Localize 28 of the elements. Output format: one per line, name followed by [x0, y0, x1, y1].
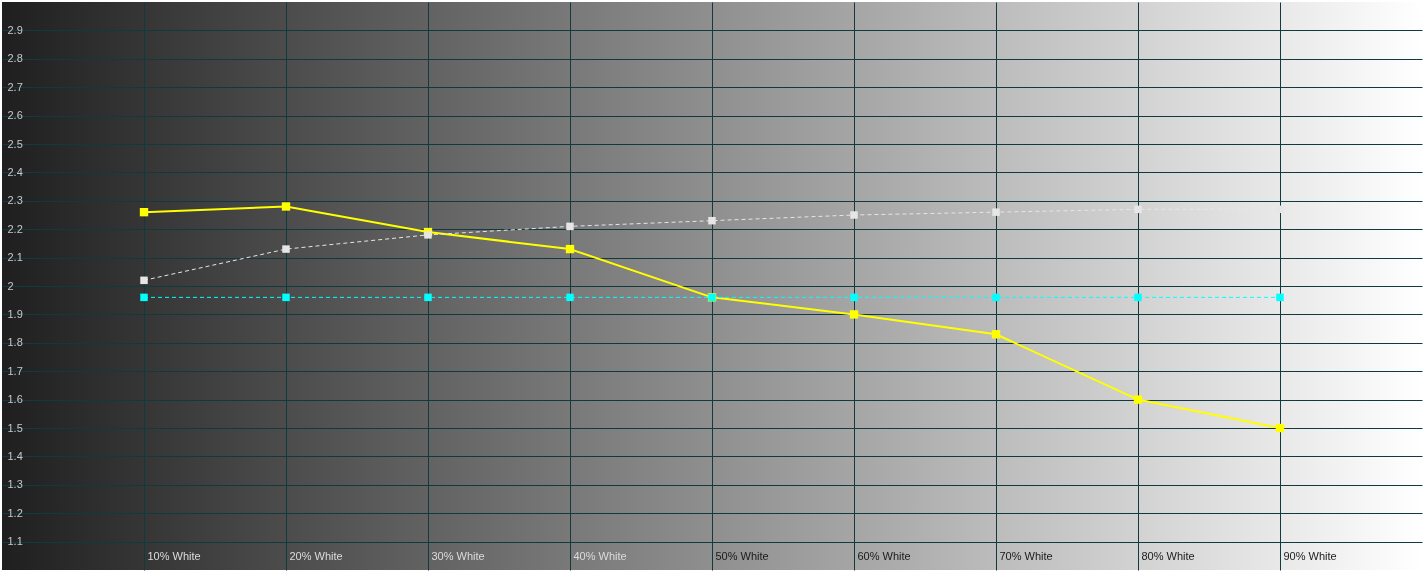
- y-tick-label: 2.3: [7, 194, 23, 207]
- y-tick-label: 1.8: [7, 336, 23, 349]
- x-tick-label: 30% White: [431, 549, 485, 562]
- x-tick-label: 90% White: [1283, 549, 1337, 562]
- x-tick-label: 20% White: [289, 549, 343, 562]
- x-tick-label: 40% White: [573, 549, 627, 562]
- y-tick-label: 1.3: [7, 478, 23, 491]
- y-tick-label: 2.6: [7, 109, 23, 122]
- x-tick-label: 60% White: [857, 549, 911, 562]
- x-tick-label: 80% White: [1141, 549, 1195, 562]
- y-tick-label: 1.7: [7, 364, 23, 377]
- x-tick-label: 50% White: [715, 549, 769, 562]
- y-tick-label: 2.7: [7, 80, 23, 93]
- y-tick-label: 2.1: [7, 251, 23, 264]
- y-tick-label: 2.4: [7, 165, 23, 178]
- y-tick-label: 1.9: [7, 307, 23, 320]
- y-tick-label: 2.5: [7, 137, 23, 150]
- y-tick-label: 2: [7, 279, 14, 292]
- y-tick-label: 2.9: [7, 23, 23, 36]
- y-tick-label: 1.6: [7, 393, 23, 406]
- x-tick-label: 10% White: [147, 549, 201, 562]
- y-tick-label: 2.8: [7, 52, 23, 65]
- y-tick-label: 2.2: [7, 222, 23, 235]
- y-tick-label: 1.5: [7, 421, 23, 434]
- y-tick-label: 1.2: [7, 506, 23, 519]
- y-tick-label: 1.1: [7, 535, 23, 548]
- y-tick-label: 1.4: [7, 449, 23, 462]
- x-tick-label: 70% White: [999, 549, 1053, 562]
